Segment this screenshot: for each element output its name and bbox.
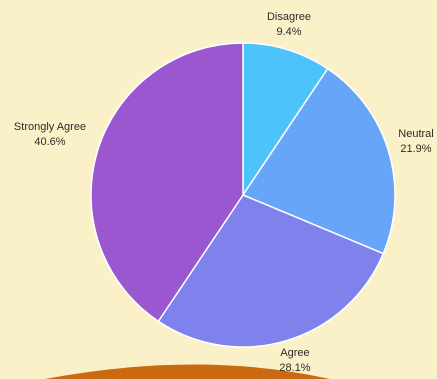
- slice-label: Neutral: [398, 128, 433, 140]
- decorative-wave: [45, 364, 330, 379]
- pie-slice-strongly-agree: [90, 42, 244, 323]
- slice-value-label: 40.6%: [34, 136, 65, 148]
- pie-labels: Disagree 9.4% Neutral 21.9% Agree 28.1% Strong…: [14, 11, 434, 374]
- pie-slice-neutral: [241, 67, 396, 255]
- slice-label: Strongly Agree: [14, 121, 86, 133]
- slice-label: Agree: [280, 347, 309, 359]
- slice-value-label: 21.9%: [400, 143, 431, 155]
- pie-slice-agree: [157, 194, 385, 348]
- slice-label: Disagree: [267, 11, 311, 23]
- slice-value-label: 28.1%: [279, 362, 310, 374]
- pie-slice-disagree: [242, 42, 329, 198]
- slice-value-label: 9.4%: [276, 26, 301, 38]
- pie-slices: [90, 42, 396, 348]
